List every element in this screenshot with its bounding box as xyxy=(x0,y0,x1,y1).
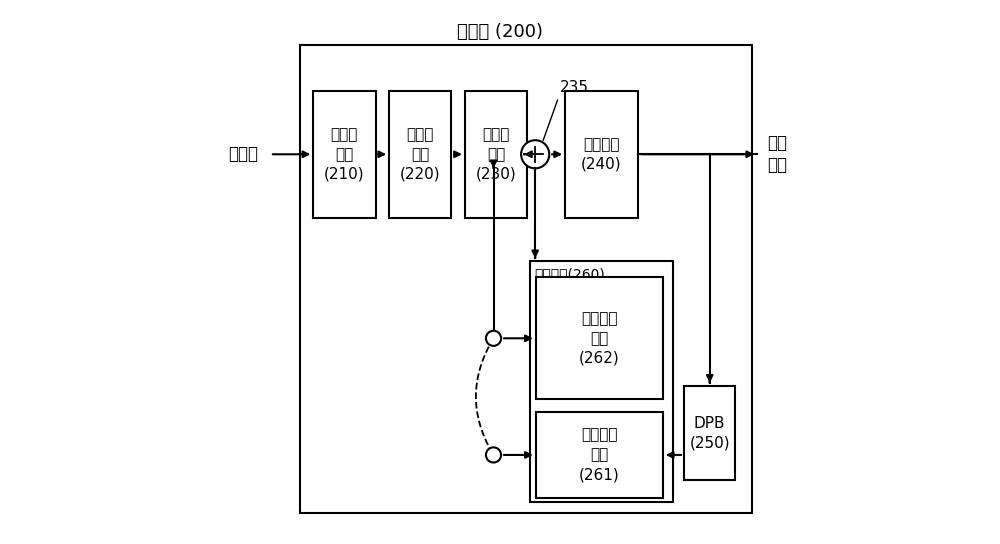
Bar xyxy=(530,261,673,502)
Text: 反量化
单元
(220): 反量化 单元 (220) xyxy=(400,127,440,182)
Bar xyxy=(536,277,663,399)
Bar xyxy=(465,91,527,218)
Text: 逆变换
单元
(230): 逆变换 单元 (230) xyxy=(476,127,516,182)
Text: 帧间预测
单元
(261): 帧间预测 单元 (261) xyxy=(579,428,620,482)
Text: 滤波单元
(240): 滤波单元 (240) xyxy=(581,137,622,172)
Circle shape xyxy=(521,140,549,168)
Text: 比特流: 比特流 xyxy=(228,145,258,163)
Bar xyxy=(389,91,451,218)
Text: 帧内预测
单元
(262): 帧内预测 单元 (262) xyxy=(579,311,620,366)
Text: 解码器 (200): 解码器 (200) xyxy=(457,23,543,41)
Text: 重构
图像: 重构 图像 xyxy=(767,134,787,175)
Text: 预测单元(260): 预测单元(260) xyxy=(534,268,605,282)
Text: DPB
(250): DPB (250) xyxy=(689,416,730,450)
Bar xyxy=(684,386,735,480)
Bar xyxy=(313,91,376,218)
Text: 熵解码
单元
(210): 熵解码 单元 (210) xyxy=(324,127,365,182)
Bar xyxy=(565,91,638,218)
Text: 235: 235 xyxy=(543,79,589,140)
Bar xyxy=(300,45,752,513)
Circle shape xyxy=(486,331,501,346)
Bar xyxy=(536,412,663,498)
Circle shape xyxy=(486,447,501,462)
